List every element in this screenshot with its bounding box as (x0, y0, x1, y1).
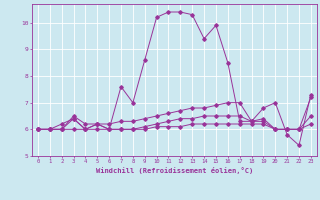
X-axis label: Windchill (Refroidissement éolien,°C): Windchill (Refroidissement éolien,°C) (96, 167, 253, 174)
